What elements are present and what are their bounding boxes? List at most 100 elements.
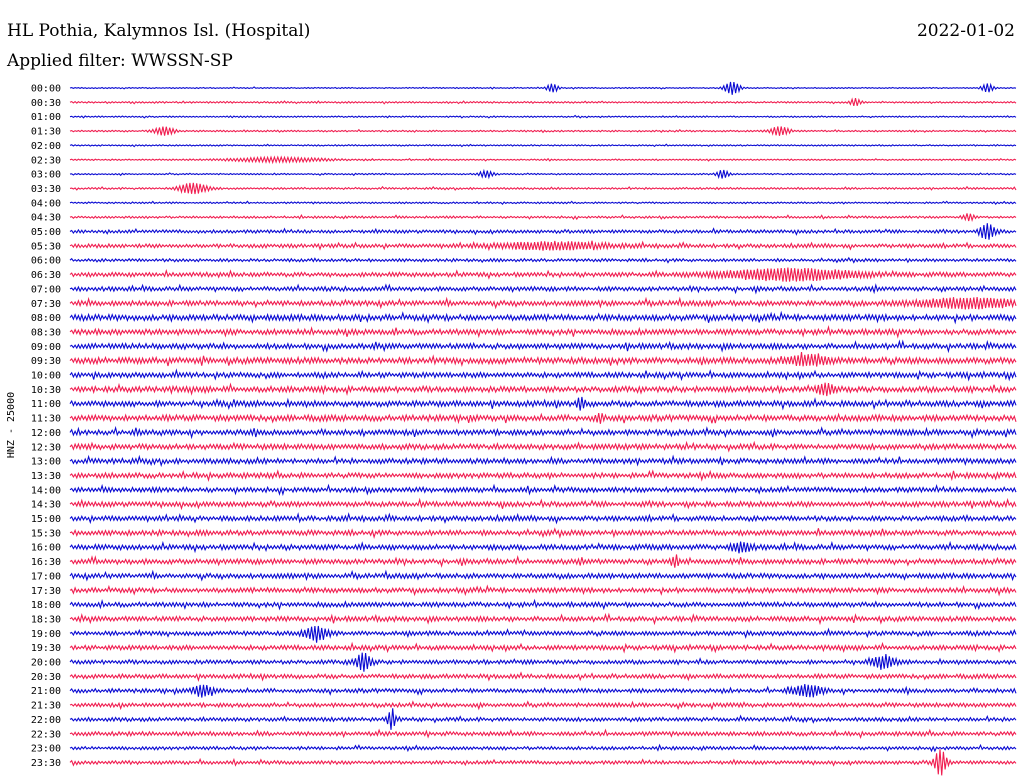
trace-40: [69, 652, 1017, 672]
row-label-13: 06:30: [31, 270, 61, 281]
row-label-14: 07:00: [31, 284, 61, 295]
row-label-4: 02:00: [31, 141, 61, 152]
row-label-27: 13:30: [31, 471, 61, 482]
filter-label: Applied filter: WWSSN-SP: [7, 51, 233, 71]
trace-3: [69, 126, 1017, 136]
trace-1: [69, 97, 1017, 107]
trace-39: [69, 641, 1017, 654]
row-label-15: 07:30: [31, 299, 61, 310]
station-title: HL Pothia, Kalymnos Isl. (Hospital): [7, 21, 311, 41]
row-label-18: 09:00: [31, 342, 61, 353]
channel-label: HNZ - 25000: [6, 392, 17, 458]
trace-38: [69, 625, 1017, 643]
row-label-44: 22:00: [31, 715, 61, 726]
row-label-21: 10:30: [31, 385, 61, 396]
row-label-23: 11:30: [31, 414, 61, 425]
row-label-3: 01:30: [31, 127, 61, 138]
trace-14: [69, 283, 1017, 295]
trace-34: [69, 569, 1017, 582]
row-label-38: 19:00: [31, 629, 61, 640]
trace-27: [69, 469, 1017, 482]
trace-31: [69, 527, 1017, 539]
row-label-7: 03:30: [31, 184, 61, 195]
trace-32: [69, 540, 1017, 554]
row-label-6: 03:00: [31, 170, 61, 181]
trace-8: [69, 200, 1017, 206]
trace-35: [69, 584, 1017, 597]
row-label-32: 16:00: [31, 543, 61, 554]
trace-6: [69, 168, 1017, 180]
row-label-10: 05:00: [31, 227, 61, 238]
trace-2: [69, 114, 1017, 119]
row-label-16: 08:00: [31, 313, 61, 324]
trace-30: [69, 512, 1017, 525]
row-label-17: 08:30: [31, 327, 61, 338]
trace-16: [69, 310, 1017, 325]
row-label-31: 15:30: [31, 528, 61, 539]
trace-9: [69, 213, 1017, 222]
row-label-1: 00:30: [31, 98, 61, 109]
trace-23: [69, 412, 1017, 425]
row-label-24: 12:00: [31, 428, 61, 439]
row-label-46: 23:00: [31, 744, 61, 755]
row-label-28: 14:00: [31, 485, 61, 496]
trace-22: [69, 396, 1017, 411]
trace-12: [69, 256, 1017, 264]
row-label-33: 16:30: [31, 557, 61, 568]
trace-45: [69, 728, 1017, 739]
row-label-47: 23:30: [31, 758, 61, 769]
trace-36: [69, 598, 1017, 611]
row-label-11: 05:30: [31, 241, 61, 252]
trace-29: [69, 497, 1017, 511]
trace-42: [69, 684, 1017, 698]
trace-20: [69, 368, 1017, 382]
row-label-2: 01:00: [31, 112, 61, 123]
trace-26: [69, 454, 1017, 468]
row-label-26: 13:00: [31, 457, 61, 468]
trace-0: [69, 81, 1017, 95]
trace-15: [69, 296, 1017, 310]
trace-10: [69, 223, 1017, 240]
trace-4: [69, 143, 1017, 148]
row-label-40: 20:00: [31, 658, 61, 669]
trace-33: [69, 554, 1017, 568]
row-label-45: 22:30: [31, 729, 61, 740]
trace-41: [69, 671, 1017, 682]
trace-44: [69, 708, 1017, 730]
trace-13: [69, 267, 1017, 282]
trace-5: [69, 155, 1017, 165]
row-label-22: 11:00: [31, 399, 61, 410]
row-label-5: 02:30: [31, 155, 61, 166]
trace-47: [69, 749, 1017, 776]
trace-17: [69, 325, 1017, 339]
row-label-19: 09:30: [31, 356, 61, 367]
trace-46: [69, 743, 1017, 753]
row-label-34: 17:00: [31, 571, 61, 582]
row-label-0: 00:00: [31, 84, 61, 95]
record-date: 2022-01-02: [916, 21, 1015, 41]
row-labels: 00:00 00:30 01:00 01:30 02:00 02:30 03:00 03:30…: [31, 84, 61, 769]
row-label-42: 21:00: [31, 686, 61, 697]
row-label-9: 04:30: [31, 213, 61, 224]
trace-24: [69, 425, 1017, 440]
trace-19: [69, 352, 1017, 367]
trace-43: [69, 700, 1017, 711]
row-label-30: 15:00: [31, 514, 61, 525]
trace-37: [69, 612, 1017, 626]
row-label-41: 20:30: [31, 672, 61, 683]
trace-28: [69, 483, 1017, 497]
trace-7: [69, 182, 1017, 195]
trace-11: [69, 240, 1017, 252]
row-label-25: 12:30: [31, 442, 61, 453]
row-label-39: 19:30: [31, 643, 61, 654]
row-label-43: 21:30: [31, 701, 61, 712]
row-label-37: 18:30: [31, 614, 61, 625]
row-label-20: 10:00: [31, 371, 61, 382]
row-label-36: 18:00: [31, 600, 61, 611]
row-label-12: 06:00: [31, 256, 61, 267]
row-label-8: 04:00: [31, 198, 61, 209]
trace-18: [69, 339, 1017, 354]
row-label-29: 14:30: [31, 500, 61, 511]
seismogram-traces: [69, 81, 1017, 776]
